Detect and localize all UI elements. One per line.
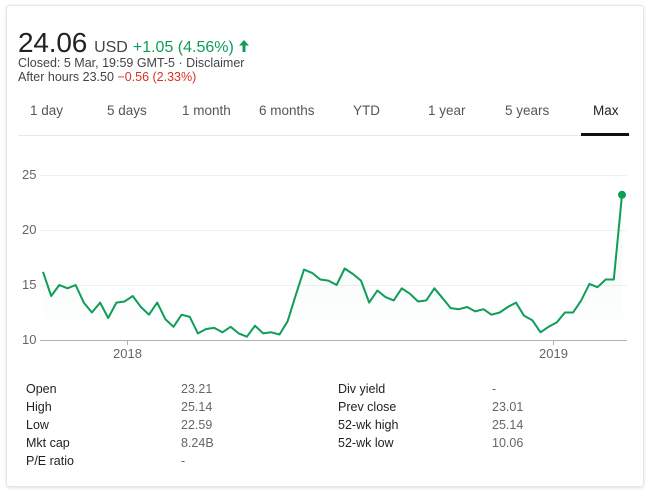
stat-mkt-cap-value: 8.24B	[181, 436, 214, 450]
closed-status: Closed: 5 Mar, 19:59 GMT-5 · Disclaimer	[18, 56, 244, 70]
price-line	[42, 194, 623, 338]
tab-ytd[interactable]: YTD	[353, 103, 380, 118]
area-fill	[43, 194, 622, 340]
gridlines	[40, 175, 627, 286]
stat-high-value: 25.14	[181, 400, 213, 414]
stat-prev-close-value: 23.01	[492, 400, 524, 414]
stat-low: Low	[26, 418, 49, 432]
tab-5-days[interactable]: 5 days	[107, 103, 147, 118]
stat-low-value: 22.59	[181, 418, 213, 432]
y-tick-25: 25	[22, 167, 37, 182]
stat-52wk-low-value: 10.06	[492, 436, 524, 450]
current-price: 24.06	[18, 27, 88, 58]
stat-open-value: 23.21	[181, 382, 213, 396]
closed-text: Closed: 5 Mar, 19:59 GMT-5 · Disclaimer	[18, 56, 245, 70]
tab-1-day[interactable]: 1 day	[30, 103, 64, 118]
stat-open: Open	[26, 382, 57, 396]
stock-card	[6, 5, 644, 487]
tab-1-year[interactable]: 1 year	[428, 103, 466, 118]
arrow-up-icon	[238, 39, 250, 53]
after-hours-change: −0.56 (2.33%)	[117, 70, 197, 84]
tab-5-years[interactable]: 5 years	[505, 103, 550, 118]
after-hours: After hours 23.50 −0.56 (2.33%)	[18, 70, 196, 84]
stat-mkt-cap: Mkt cap	[26, 436, 70, 450]
last-point-marker	[618, 190, 626, 199]
stat-div-yield: Div yield	[338, 382, 386, 396]
stat-pe-ratio: P/E ratio	[26, 454, 74, 468]
stat-div-yield-value: -	[492, 382, 497, 396]
currency: USD	[94, 39, 128, 56]
stat-high: High	[26, 400, 52, 414]
range-tabs: 1 day 5 days 1 month 6 months YTD 1 year…	[18, 100, 630, 136]
price-header: 24.06 USD +1.05 (4.56%)	[18, 27, 250, 59]
price-change: +1.05 (4.56%)	[132, 39, 234, 56]
stat-52wk-low: 52-wk low	[338, 436, 394, 450]
x-tick-2018: 2018	[113, 346, 142, 361]
stat-prev-close: Prev close	[338, 400, 397, 414]
y-tick-15: 15	[22, 277, 37, 292]
after-hours-label: After hours 23.50	[18, 70, 114, 84]
y-tick-10: 10	[22, 332, 37, 347]
tab-6-months[interactable]: 6 months	[259, 103, 315, 118]
x-tick-2019: 2019	[539, 346, 568, 361]
active-tab-indicator	[581, 133, 629, 136]
price-chart[interactable]: 25 20 15 10 2018 2019	[0, 140, 650, 370]
stat-52wk-high: 52-wk high	[338, 418, 399, 432]
stat-52wk-high-value: 25.14	[492, 418, 524, 432]
chart-svg	[40, 175, 627, 345]
tab-1-month[interactable]: 1 month	[182, 103, 231, 118]
y-tick-20: 20	[22, 222, 37, 237]
stat-pe-ratio-value: -	[181, 454, 186, 468]
tab-max[interactable]: Max	[593, 103, 619, 118]
